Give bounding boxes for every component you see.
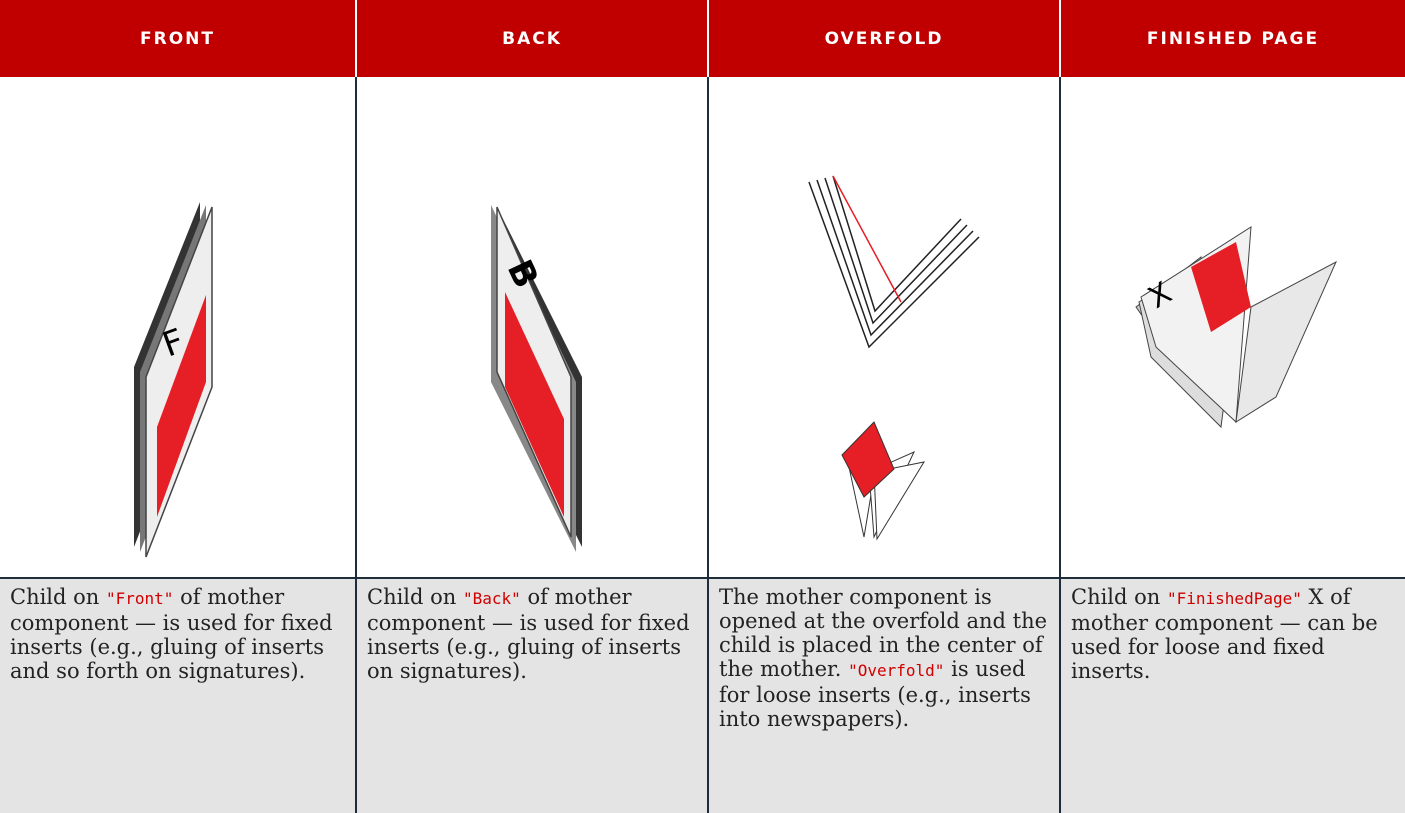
image-cell: F xyxy=(0,77,356,579)
back-illustration: B xyxy=(491,205,582,552)
text: Child on xyxy=(10,585,106,609)
image-cell xyxy=(707,77,1060,579)
description-cell: The mother component is opened at the ov… xyxy=(707,578,1060,813)
header-cell: FINISHED PAGE xyxy=(1059,0,1405,77)
image-row: F B xyxy=(0,77,1405,579)
text: X of mother component — can be used for … xyxy=(1071,585,1378,683)
text: Child on xyxy=(1071,585,1167,609)
finished-illustration: X xyxy=(1135,226,1338,429)
description-cell: Child on "Back" of mother component — is… xyxy=(355,578,708,813)
code: "FinishedPage" xyxy=(1167,589,1302,608)
code: "Back" xyxy=(463,589,521,608)
description-row: Child on "Front" of mother component — i… xyxy=(0,578,1405,813)
text: of mother component — is used for fixed … xyxy=(367,585,690,683)
header-cell: BACK xyxy=(355,0,708,77)
text: The mother component is opened at the ov… xyxy=(719,585,1048,681)
code: "Overfold" xyxy=(848,661,945,680)
header-cell: OVERFOLD xyxy=(707,0,1060,77)
text: Child on xyxy=(367,585,463,609)
code: "Front" xyxy=(106,589,174,608)
text: of mother component — is used for fixed … xyxy=(10,585,333,683)
description-cell: Child on "Front" of mother component — i… xyxy=(0,578,356,813)
image-cell: X xyxy=(1059,77,1405,579)
overfold-illustration xyxy=(808,175,980,541)
text: is used for loose inserts (e.g., inserts… xyxy=(719,657,1031,731)
header-row: FRONT BACK OVERFOLD FINISHED PAGE xyxy=(0,0,1405,77)
image-cell: B xyxy=(355,77,708,579)
front-illustration: F xyxy=(134,202,213,558)
header-cell: FRONT xyxy=(0,0,356,77)
description-cell: Child on "FinishedPage" X of mother comp… xyxy=(1059,578,1405,813)
